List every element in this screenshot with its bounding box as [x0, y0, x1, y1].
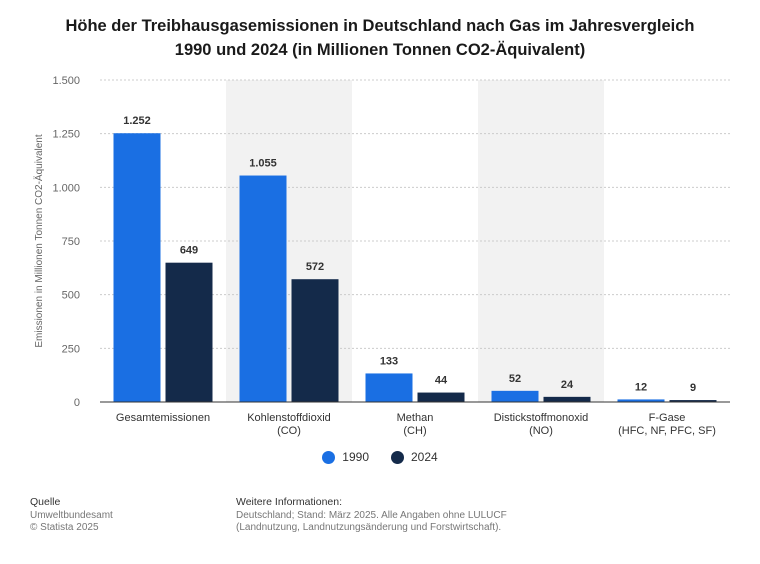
x-tick-label: (CO) — [277, 425, 301, 437]
y-tick-label: 750 — [62, 236, 80, 248]
x-tick-label: (HFC, NF, PFC, SF) — [618, 425, 716, 437]
data-label-2024-2: 44 — [435, 375, 448, 387]
data-label-2024-4: 9 — [690, 382, 696, 394]
data-label-2024-3: 24 — [561, 379, 574, 391]
bar-1990-4 — [617, 399, 665, 402]
bar-2024-0 — [165, 262, 213, 402]
chart-title-line1: Höhe der Treibhausgasemissionen in Deuts… — [65, 17, 695, 35]
bar-1990-0 — [113, 133, 161, 402]
y-tick-label: 0 — [74, 397, 80, 409]
source-heading: Quelle — [30, 496, 61, 508]
legend: 1990 2024 — [0, 450, 760, 464]
data-label-1990-2: 133 — [380, 355, 398, 367]
data-label-2024-0: 649 — [180, 245, 198, 257]
bar-2024-2 — [417, 392, 465, 402]
legend-item-1990[interactable]: 1990 — [322, 450, 369, 464]
source-line-1: Umweltbundesamt — [30, 510, 113, 521]
legend-swatch-2024 — [391, 450, 404, 464]
x-tick-label: Gesamtemissionen — [116, 412, 210, 424]
y-tick-label: 1.250 — [52, 129, 80, 141]
data-label-1990-4: 12 — [635, 381, 647, 393]
x-tick-label: Kohlenstoffdioxid — [247, 412, 331, 424]
legend-label-2024: 2024 — [411, 450, 438, 464]
bar-2024-1 — [291, 279, 339, 402]
x-tick-label: Distickstoffmonoxid — [494, 412, 589, 424]
bar-2024-4 — [669, 400, 717, 402]
bar-1990-3 — [491, 390, 539, 402]
chart-title-line2: 1990 und 2024 (in Millionen Tonnen CO2-Ä… — [174, 41, 586, 59]
y-tick-label: 1.500 — [52, 75, 80, 87]
y-tick-label: 1.000 — [52, 182, 80, 194]
legend-item-2024[interactable]: 2024 — [391, 450, 438, 464]
y-tick-label: 500 — [62, 290, 80, 302]
data-label-1990-1: 1.055 — [249, 158, 277, 170]
data-label-2024-1: 572 — [306, 261, 324, 273]
source-block: Quelle Umweltbundesamt © Statista 2025 — [30, 496, 113, 534]
info-line-1: Deutschland; Stand: März 2025. Alle Anga… — [236, 510, 507, 521]
info-heading: Weitere Informationen: — [236, 496, 343, 508]
data-label-1990-3: 52 — [509, 373, 521, 385]
info-block: Weitere Informationen: Deutschland; Stan… — [236, 496, 507, 534]
bar-chart: 0 250 500 750 1.000 1.250 1.500 Emissionen in M… — [33, 75, 730, 437]
x-tick-label: F-Gase — [649, 412, 686, 424]
y-tick-label: 250 — [62, 343, 80, 355]
y-axis-label: Emissionen in Millionen Tonnen CO2-Äquiv… — [33, 134, 45, 347]
x-tick-label: (NO) — [529, 425, 553, 437]
info-line-2: (Landnutzung, Landnutzungsänderung und F… — [236, 522, 502, 533]
data-label-1990-0: 1.252 — [123, 115, 151, 127]
x-tick-label: Methan — [397, 412, 434, 424]
bar-1990-1 — [239, 175, 287, 402]
bar-2024-3 — [543, 396, 591, 402]
source-line-2: © Statista 2025 — [30, 522, 99, 533]
legend-label-1990: 1990 — [342, 450, 369, 464]
bar-1990-2 — [365, 373, 413, 402]
x-tick-label: (CH) — [403, 425, 426, 437]
legend-swatch-1990 — [322, 450, 336, 464]
chart-title: Höhe der Treibhausgasemissionen in Deuts… — [20, 14, 740, 62]
